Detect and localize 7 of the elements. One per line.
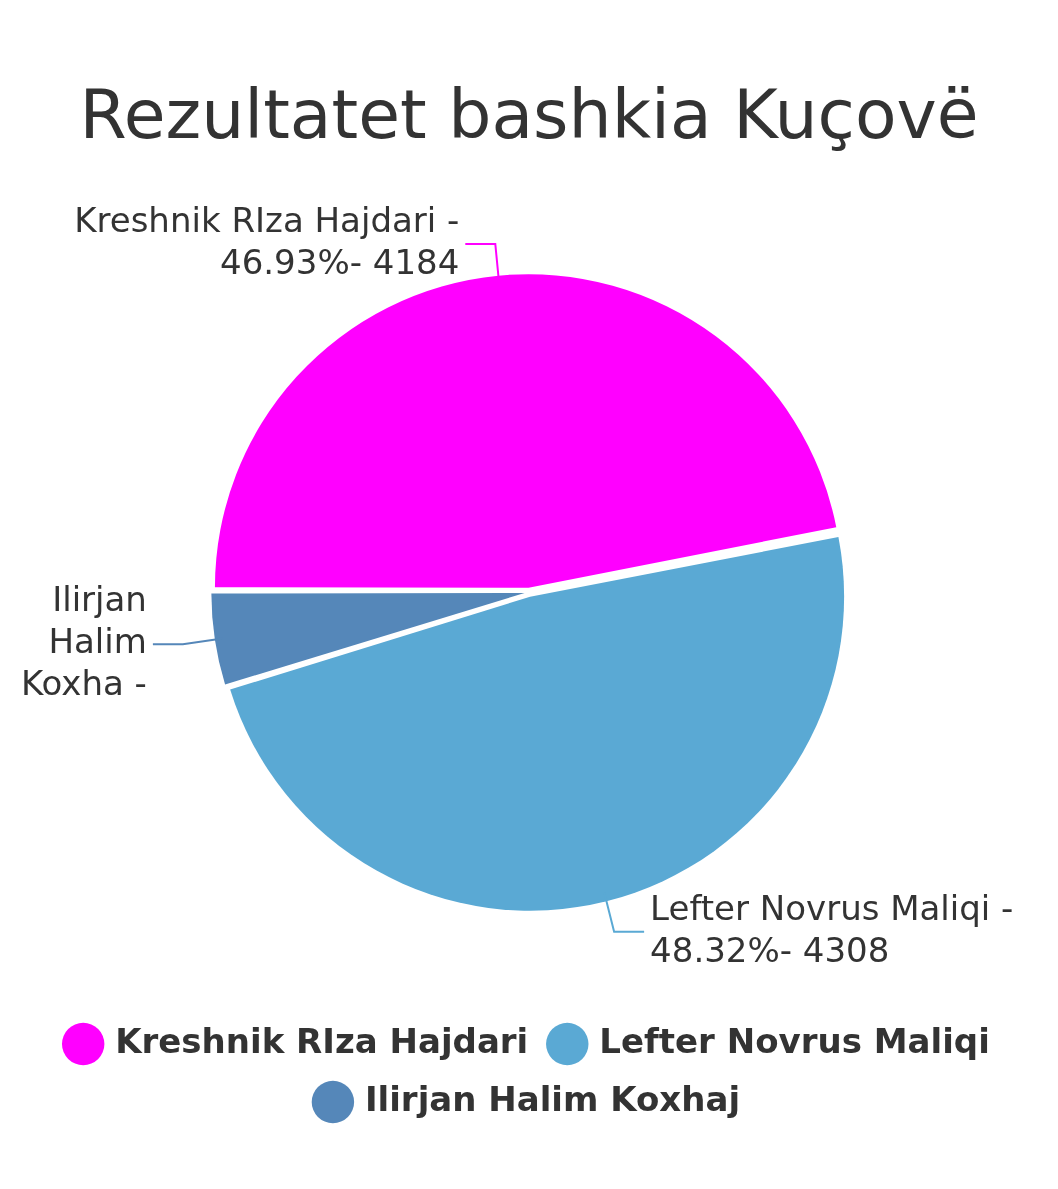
text: Lefter Novrus Maliqi - 48.32%- 4308 bbox=[650, 887, 1014, 970]
text: Kreshnik RIza Hajdari - 46.93%- 4184 bbox=[74, 199, 460, 282]
legend-label: Lefter Novrus Maliqi bbox=[599, 1020, 990, 1061]
text: Ilirjan Halim Koxha - bbox=[20, 579, 147, 704]
chart-title: Rezultatet bashkia Kuçovë bbox=[79, 75, 979, 155]
legend-label: Kreshnik RIza Hajdari bbox=[115, 1020, 529, 1061]
legend-label: Ilirjan Halim Koxhaj bbox=[364, 1078, 741, 1119]
